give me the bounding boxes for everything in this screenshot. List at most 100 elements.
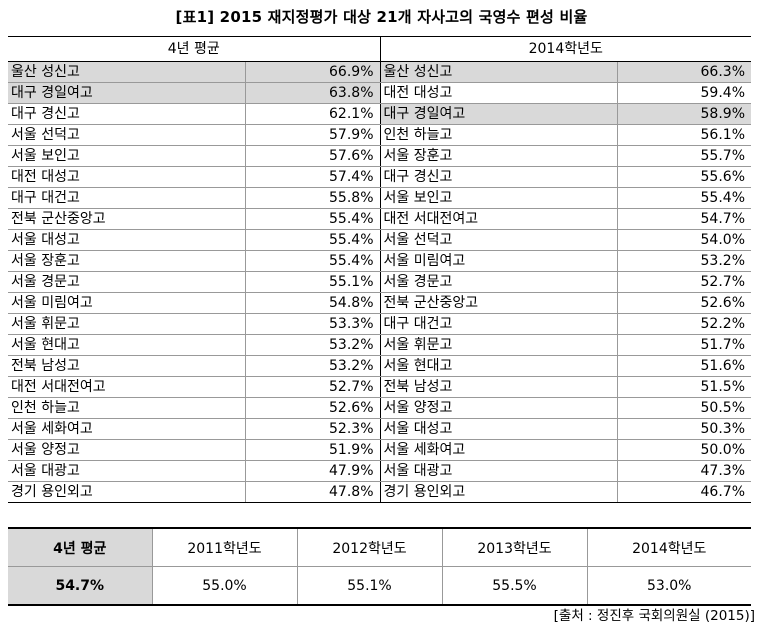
left-school-name: 대구 경신고 <box>8 103 245 125</box>
left-ratio-value: 57.6% <box>244 145 380 167</box>
table-row: 서울 양정고 51.9% 서울 세화여고 50.0% <box>8 439 751 461</box>
right-school-name: 서울 대광고 <box>379 460 617 482</box>
right-school-name: 대구 경신고 <box>379 166 617 188</box>
table-row: 전북 남성고 53.2% 서울 현대고 51.6% <box>8 355 751 377</box>
left-ratio-value: 55.4% <box>244 208 380 230</box>
right-school-name: 서울 세화여고 <box>379 439 617 461</box>
right-school-name: 서울 선덕고 <box>379 229 617 251</box>
right-ratio-value: 50.0% <box>616 439 751 461</box>
right-ratio-value: 55.7% <box>616 145 751 167</box>
left-ratio-value: 52.3% <box>244 418 380 440</box>
summary-value: 53.0% <box>587 566 751 606</box>
right-school-name: 대구 대건고 <box>379 313 617 335</box>
left-school-name: 대구 대건고 <box>8 187 245 209</box>
right-school-name: 대구 경일여고 <box>379 103 617 125</box>
right-school-name: 서울 휘문고 <box>379 334 617 356</box>
left-ratio-value: 53.2% <box>244 334 380 356</box>
summary-year: 2011학년도 <box>152 527 298 567</box>
left-school-name: 울산 성신고 <box>8 61 245 83</box>
summary-header-row: 4년 평균 2011학년도 2012학년도 2013학년도 2014학년도 <box>8 527 751 567</box>
left-school-name: 경기 용인외고 <box>8 481 245 503</box>
left-ratio-value: 62.1% <box>244 103 380 125</box>
right-ratio-value: 66.3% <box>616 61 751 83</box>
left-ratio-value: 57.9% <box>244 124 380 146</box>
summary-value: 55.0% <box>152 566 298 606</box>
left-school-name: 서울 휘문고 <box>8 313 245 335</box>
source-note: [출처 : 정진후 국회의원실 (2015)] <box>553 608 755 624</box>
table-row: 서울 현대고 53.2% 서울 휘문고 51.7% <box>8 334 751 356</box>
table-row: 대전 대성고 57.4% 대구 경신고 55.6% <box>8 166 751 188</box>
summary-label: 4년 평균 <box>8 527 153 567</box>
right-school-name: 경기 용인외고 <box>379 481 617 503</box>
right-ratio-value: 56.1% <box>616 124 751 146</box>
left-ratio-value: 47.9% <box>244 460 380 482</box>
left-ratio-value: 53.3% <box>244 313 380 335</box>
table-row: 서울 세화여고 52.3% 서울 대성고 50.3% <box>8 418 751 440</box>
right-header: 2014학년도 <box>379 36 751 62</box>
left-school-name: 서울 대광고 <box>8 460 245 482</box>
left-ratio-value: 55.8% <box>244 187 380 209</box>
right-ratio-value: 55.4% <box>616 187 751 209</box>
left-header: 4년 평균 <box>8 36 380 62</box>
right-school-name: 전북 군산중앙고 <box>379 292 617 314</box>
right-school-name: 인천 하늘고 <box>379 124 617 146</box>
table-row: 서울 휘문고 53.3% 대구 대건고 52.2% <box>8 313 751 335</box>
left-school-name: 인천 하늘고 <box>8 397 245 419</box>
left-ratio-value: 52.6% <box>244 397 380 419</box>
left-school-name: 서울 현대고 <box>8 334 245 356</box>
right-school-name: 서울 양정고 <box>379 397 617 419</box>
table-row: 울산 성신고 66.9% 울산 성신고 66.3% <box>8 61 751 83</box>
left-ratio-value: 66.9% <box>244 61 380 83</box>
left-school-name: 서울 대성고 <box>8 229 245 251</box>
right-ratio-value: 59.4% <box>616 82 751 104</box>
left-ratio-value: 47.8% <box>244 481 380 503</box>
left-ratio-value: 51.9% <box>244 439 380 461</box>
right-ratio-value: 52.6% <box>616 292 751 314</box>
left-school-name: 전북 남성고 <box>8 355 245 377</box>
right-ratio-value: 51.7% <box>616 334 751 356</box>
right-ratio-value: 47.3% <box>616 460 751 482</box>
left-school-name: 서울 경문고 <box>8 271 245 293</box>
summary-table: 4년 평균 2011학년도 2012학년도 2013학년도 2014학년도 54… <box>8 527 751 606</box>
left-ratio-value: 55.4% <box>244 229 380 251</box>
right-school-name: 서울 보인고 <box>379 187 617 209</box>
table-row: 인천 하늘고 52.6% 서울 양정고 50.5% <box>8 397 751 419</box>
right-ratio-value: 46.7% <box>616 481 751 503</box>
table-row: 전북 군산중앙고 55.4% 대전 서대전여고 54.7% <box>8 208 751 230</box>
right-ratio-value: 51.6% <box>616 355 751 377</box>
right-ratio-value: 54.7% <box>616 208 751 230</box>
right-school-name: 서울 경문고 <box>379 271 617 293</box>
right-school-name: 대전 서대전여고 <box>379 208 617 230</box>
right-ratio-value: 54.0% <box>616 229 751 251</box>
left-ratio-value: 54.8% <box>244 292 380 314</box>
right-ratio-value: 53.2% <box>616 250 751 272</box>
ranking-table: 4년 평균 2014학년도 울산 성신고 66.9% 울산 성신고 66.3% 대구 경… <box>8 36 751 503</box>
table-row: 서울 경문고 55.1% 서울 경문고 52.7% <box>8 271 751 293</box>
right-ratio-value: 52.2% <box>616 313 751 335</box>
table-title: [표1] 2015 재지정평가 대상 21개 자사고의 국영수 편성 비율 <box>175 8 588 26</box>
table-row: 서울 보인고 57.6% 서울 장훈고 55.7% <box>8 145 751 167</box>
left-ratio-value: 57.4% <box>244 166 380 188</box>
left-ratio-value: 53.2% <box>244 355 380 377</box>
ranking-header-row: 4년 평균 2014학년도 <box>8 36 751 62</box>
summary-value: 55.1% <box>297 566 443 606</box>
right-school-name: 서울 현대고 <box>379 355 617 377</box>
left-ratio-value: 55.1% <box>244 271 380 293</box>
table-row: 경기 용인외고 47.8% 경기 용인외고 46.7% <box>8 481 751 503</box>
table-row: 대구 대건고 55.8% 서울 보인고 55.4% <box>8 187 751 209</box>
right-school-name: 서울 미림여고 <box>379 250 617 272</box>
table-row: 서울 미림여고 54.8% 전북 군산중앙고 52.6% <box>8 292 751 314</box>
right-ratio-value: 58.9% <box>616 103 751 125</box>
left-school-name: 대구 경일여고 <box>8 82 245 104</box>
table-row: 대구 경신고 62.1% 대구 경일여고 58.9% <box>8 103 751 125</box>
right-school-name: 서울 대성고 <box>379 418 617 440</box>
summary-year: 2012학년도 <box>297 527 443 567</box>
table-row: 서울 대광고 47.9% 서울 대광고 47.3% <box>8 460 751 482</box>
left-school-name: 대전 대성고 <box>8 166 245 188</box>
left-school-name: 서울 양정고 <box>8 439 245 461</box>
left-school-name: 서울 미림여고 <box>8 292 245 314</box>
right-school-name: 전북 남성고 <box>379 376 617 398</box>
table-row: 대구 경일여고 63.8% 대전 대성고 59.4% <box>8 82 751 104</box>
right-school-name: 울산 성신고 <box>379 61 617 83</box>
